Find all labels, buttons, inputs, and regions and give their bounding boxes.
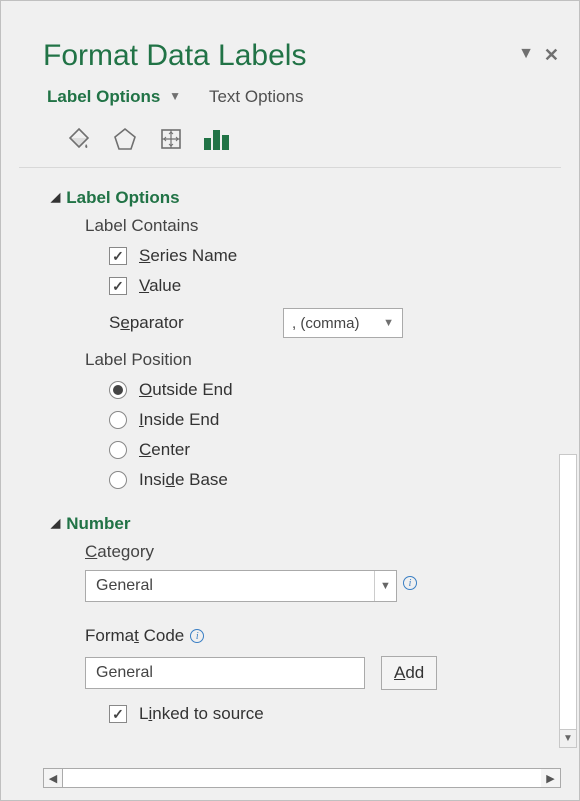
chevron-down-icon: ▼ (383, 317, 394, 329)
tab-text-options[interactable]: Text Options (209, 87, 304, 107)
tab-bar: Label Options ▼ Text Options (1, 87, 579, 107)
add-button[interactable]: Add (381, 656, 437, 690)
scroll-right-button[interactable]: ▶ (541, 768, 561, 788)
scroll-left-button[interactable]: ◀ (43, 768, 63, 788)
hscroll-track[interactable] (63, 768, 541, 788)
category-label: Category (33, 542, 561, 562)
format-code-row: General Add (33, 656, 561, 690)
label-position-label: Label Position (33, 350, 561, 370)
category-icon-row (19, 107, 561, 168)
collapse-icon: ◢ (51, 190, 60, 204)
horizontal-scrollbar: ◀ ▶ (43, 768, 561, 788)
pos-center-row: Center (33, 440, 561, 460)
close-icon[interactable]: ✕ (544, 45, 559, 66)
value-row: Value (33, 276, 561, 296)
format-code-input[interactable]: General (85, 657, 365, 689)
inside-end-label: Inside End (139, 410, 219, 430)
section-heading: Label Options (66, 188, 179, 208)
separator-label: Separator (109, 313, 283, 333)
panel-content: ◢ Label Options Label Contains Series Na… (1, 168, 579, 751)
series-name-checkbox[interactable] (109, 247, 127, 265)
info-icon[interactable]: i (190, 629, 204, 643)
label-options-chart-icon[interactable] (201, 123, 233, 155)
tab-label-options[interactable]: Label Options ▼ (47, 87, 181, 107)
center-label: Center (139, 440, 190, 460)
pos-outside-end-row: Outside End (33, 380, 561, 400)
linked-to-source-row: Linked to source (33, 704, 561, 724)
series-name-row: Series Name (33, 246, 561, 266)
format-code-label: Format Code (85, 626, 184, 646)
inside-end-radio[interactable] (109, 411, 127, 429)
fill-line-icon[interactable] (63, 123, 95, 155)
chevron-down-icon: ▼ (169, 89, 181, 103)
inside-base-label: Inside Base (139, 470, 228, 490)
section-number-header[interactable]: ◢ Number (51, 514, 561, 534)
value-checkbox[interactable] (109, 277, 127, 295)
format-code-label-row: Format Code i (33, 626, 561, 646)
linked-to-source-checkbox[interactable] (109, 705, 127, 723)
linked-to-source-label: Linked to source (139, 704, 264, 724)
panel-controls: ▼ ✕ (518, 45, 559, 66)
effects-icon[interactable] (109, 123, 141, 155)
value-label: Value (139, 276, 181, 296)
scroll-down-icon[interactable]: ▼ (560, 729, 576, 747)
inside-base-radio[interactable] (109, 471, 127, 489)
section-label-options-header[interactable]: ◢ Label Options (51, 188, 561, 208)
panel-title: Format Data Labels (1, 1, 579, 81)
vertical-scrollbar[interactable]: ▼ (559, 454, 577, 748)
format-code-value: General (96, 664, 153, 682)
series-name-label: Series Name (139, 246, 237, 266)
outside-end-radio[interactable] (109, 381, 127, 399)
pos-inside-end-row: Inside End (33, 410, 561, 430)
info-icon[interactable]: i (403, 576, 417, 590)
separator-combo[interactable]: , (comma) ▼ (283, 308, 403, 338)
label-contains-label: Label Contains (33, 216, 561, 236)
separator-row: Separator , (comma) ▼ (33, 308, 561, 338)
tab-label: Label Options (47, 87, 160, 106)
separator-value: , (comma) (292, 315, 360, 332)
task-pane-options-icon[interactable]: ▼ (518, 45, 534, 66)
section-heading: Number (66, 514, 130, 534)
outside-end-label: Outside End (139, 380, 233, 400)
number-section: ◢ Number Category General ▼ i Format Cod… (33, 500, 561, 724)
category-value: General (96, 577, 153, 595)
format-data-labels-panel: ▼ ✕ Format Data Labels Label Options ▼ T… (0, 0, 580, 801)
pos-inside-base-row: Inside Base (33, 470, 561, 490)
center-radio[interactable] (109, 441, 127, 459)
chevron-down-icon: ▼ (374, 571, 396, 601)
collapse-icon: ◢ (51, 516, 60, 530)
category-combo[interactable]: General ▼ (85, 570, 397, 602)
tab-label: Text Options (209, 87, 304, 106)
size-properties-icon[interactable] (155, 123, 187, 155)
